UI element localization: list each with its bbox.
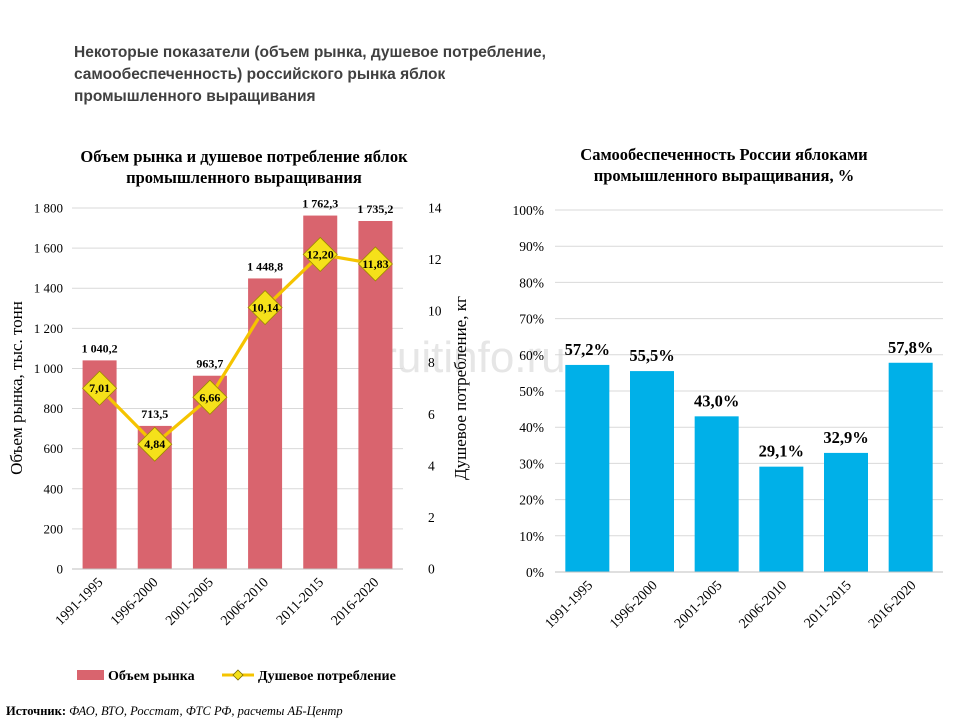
chart1-right-tick-label: 6 (428, 407, 435, 422)
source-label: Источник: (6, 704, 66, 718)
chart2-category-label: 2016-2020 (866, 578, 920, 632)
legend-consumption-marker (232, 669, 244, 681)
market-bar (303, 215, 338, 569)
chart1-category-label: 2001-2005 (163, 575, 217, 629)
market-value-label: 1 040,2 (82, 341, 118, 355)
consumption-value-label: 10,14 (252, 301, 279, 315)
chart1-right-tick-label: 8 (428, 355, 435, 370)
chart2-tick-label: 10% (519, 529, 544, 544)
chart2-title-line-2: промышленного выращивания, % (594, 166, 854, 185)
chart1-category-label: 2006-2010 (218, 575, 272, 629)
chart1-right-tick-label: 0 (428, 562, 435, 577)
consumption-marker (302, 236, 338, 272)
chart2-tick-label: 70% (519, 312, 544, 327)
consumption-marker (247, 289, 283, 326)
chart1-left-tick-label: 0 (57, 562, 64, 577)
self-sufficiency-value-label: 57,2% (565, 340, 610, 359)
page-title-line-1: Некоторые показатели (объем рынка, душев… (74, 44, 546, 61)
chart2-title-line-1: Самообеспеченность России яблоками (580, 145, 868, 164)
consumption-value-label: 12,20 (307, 247, 334, 261)
chart2-tick-label: 30% (519, 456, 544, 471)
self-sufficiency-bar (759, 466, 804, 572)
market-value-label: 713,5 (141, 407, 168, 421)
chart2-category-label: 2006-2010 (737, 578, 791, 632)
chart1-left-tick-label: 400 (44, 481, 64, 496)
chart2-category-label: 2001-2005 (672, 578, 726, 632)
legend-market-label: Объем рынка (108, 669, 195, 684)
consumption-value-label: 6,66 (199, 390, 220, 404)
chart1-left-axis-label: Объем рынка, тыс. тонн (7, 301, 26, 475)
self-sufficiency-value-label: 32,9% (823, 428, 868, 447)
self-sufficiency-bar (824, 452, 868, 572)
chart1-left-tick-label: 1 400 (34, 281, 63, 296)
chart2-category-label: 2011-2015 (802, 578, 855, 631)
market-value-label: 1 448,8 (247, 259, 283, 273)
self-sufficiency-value-label: 57,8% (888, 338, 933, 357)
chart1-left-tick-label: 800 (44, 401, 64, 416)
consumption-value-label: 11,83 (362, 257, 388, 271)
chart2-category-label: 1991-1995 (543, 578, 597, 632)
consumption-marker (357, 246, 393, 282)
consumption-value-label: 7,01 (89, 381, 110, 395)
chart1-category-label: 2016-2020 (329, 575, 383, 629)
self-sufficiency-chart: Самообеспеченность России яблоками промы… (513, 145, 943, 632)
market-value-label: 1 735,2 (357, 202, 393, 216)
self-sufficiency-bar (630, 371, 674, 572)
chart1-left-tick-label: 1 000 (34, 361, 63, 376)
chart1-legend: Объем рынка Душевое потребление (77, 669, 396, 684)
chart1-left-tick-label: 1 200 (34, 321, 63, 336)
watermark: fruitinfo.ru (370, 333, 566, 382)
source-note: Источник: ФАО, ВТО, Росстат, ФТС РФ, рас… (6, 704, 343, 719)
chart1-category-label: 2011-2015 (274, 575, 327, 628)
chart2-tick-label: 50% (519, 384, 544, 399)
market-consumption-chart: Объем рынка и душевое потребление яблок … (7, 147, 470, 684)
chart2-tick-label: 90% (519, 239, 544, 254)
self-sufficiency-bar (694, 416, 739, 572)
source-text: ФАО, ВТО, Росстат, ФТС РФ, расчеты АБ-Це… (69, 704, 343, 718)
chart2-tick-label: 40% (519, 420, 544, 435)
chart1-right-tick-label: 14 (428, 201, 442, 216)
chart1-right-tick-label: 10 (428, 304, 442, 319)
market-value-label: 1 762,3 (302, 197, 338, 211)
chart2-category-label: 1996-2000 (607, 578, 661, 632)
page-title-line-3: промышленного выращивания (74, 88, 316, 105)
self-sufficiency-bar (565, 364, 610, 572)
chart1-title-line-2: промышленного выращивания (126, 168, 362, 187)
chart2-tick-label: 20% (519, 493, 544, 508)
consumption-marker (137, 426, 173, 462)
chart2-tick-label: 0% (526, 565, 544, 580)
chart1-title-line-1: Объем рынка и душевое потребление яблок (80, 147, 408, 166)
chart2-tick-label: 100% (513, 203, 545, 218)
self-sufficiency-value-label: 55,5% (629, 346, 674, 365)
consumption-value-label: 4,84 (144, 437, 165, 451)
chart1-right-tick-label: 4 (428, 458, 435, 473)
chart1-left-tick-label: 600 (44, 441, 64, 456)
chart1-category-label: 1996-2000 (108, 575, 162, 629)
self-sufficiency-value-label: 43,0% (694, 391, 739, 410)
chart2-tick-label: 60% (519, 348, 544, 363)
legend-market-swatch (77, 670, 104, 680)
consumption-marker (192, 379, 228, 415)
chart1-right-tick-label: 12 (428, 252, 442, 267)
chart1-right-axis-label: Душевое потребление, кг (451, 296, 470, 480)
market-value-label: 963,7 (196, 357, 223, 371)
page-title-line-2: самообеспеченность) российского рынка яб… (74, 66, 446, 83)
self-sufficiency-value-label: 29,1% (759, 442, 804, 461)
self-sufficiency-bar (888, 362, 933, 572)
chart1-left-tick-label: 1 600 (34, 241, 63, 256)
chart1-category-label: 1991-1995 (53, 575, 107, 629)
chart2-tick-label: 80% (519, 275, 544, 290)
legend-consumption-label: Душевое потребление (258, 669, 396, 684)
chart1-left-tick-label: 200 (44, 521, 64, 536)
consumption-marker (82, 370, 118, 406)
chart1-right-tick-label: 2 (428, 510, 435, 525)
chart1-left-tick-label: 1 800 (34, 201, 63, 216)
page-title: Некоторые показатели (объем рынка, душев… (74, 42, 634, 108)
